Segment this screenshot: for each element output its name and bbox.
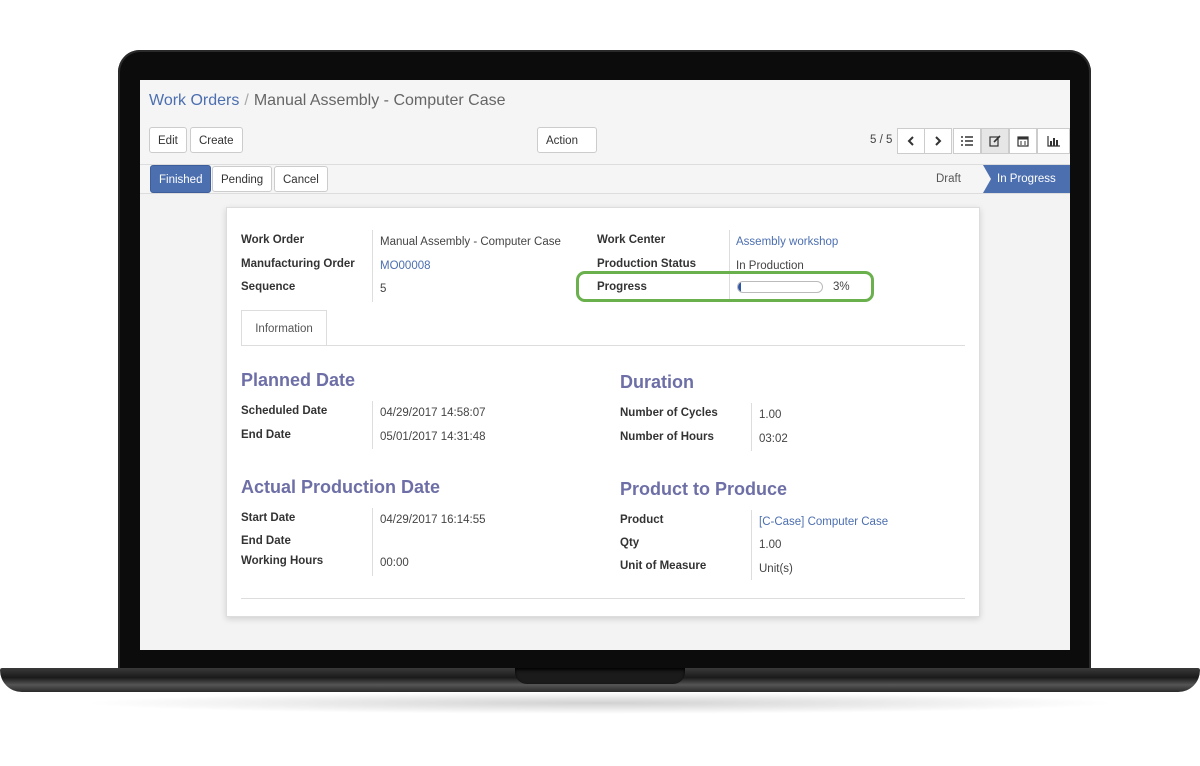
qty-label: Qty <box>620 537 640 549</box>
work-center-link[interactable]: Assembly workshop <box>736 236 839 248</box>
field-divider <box>751 510 752 580</box>
breadcrumb-current: Manual Assembly - Computer Case <box>253 92 506 109</box>
actual-end-date-label: End Date <box>241 535 291 547</box>
app-screen: Work Orders / Manual Assembly - Computer C… <box>140 80 1070 650</box>
laptop-notch <box>515 668 685 684</box>
product-link[interactable]: [C-Case] Computer Case <box>759 516 889 528</box>
form-view-button[interactable] <box>981 128 1009 154</box>
qty-value: 1.00 <box>759 539 782 551</box>
work-order-value: Manual Assembly - Computer Case <box>380 236 561 248</box>
list-icon <box>961 136 973 146</box>
chevron-right-icon <box>935 136 942 146</box>
graph-view-button[interactable] <box>1037 128 1070 154</box>
unit-of-measure-label: Unit of Measure <box>620 560 707 572</box>
breadcrumb: Work Orders / Manual Assembly - Computer C… <box>149 92 506 110</box>
planned-end-date-value: 05/01/2017 14:31:48 <box>380 431 486 443</box>
field-divider <box>372 401 373 449</box>
cycles-label: Number of Cycles <box>620 407 718 419</box>
chevron-left-icon <box>907 136 914 146</box>
progress-bar-fill <box>738 282 741 292</box>
progress-label: Progress <box>597 281 647 293</box>
product-to-produce-title: Product to Produce <box>620 479 788 499</box>
edit-form-icon <box>989 135 1001 147</box>
list-view-button[interactable] <box>953 128 981 154</box>
stage-in-progress[interactable]: In Progress <box>983 165 1070 193</box>
field-divider <box>372 230 373 302</box>
start-date-label: Start Date <box>241 512 296 524</box>
working-hours-value: 00:00 <box>380 557 409 569</box>
form-sheet: Work Order Manufacturing Order Sequence … <box>226 207 980 617</box>
pager-previous-button[interactable] <box>897 128 925 154</box>
stage-draft[interactable]: Draft <box>936 173 961 185</box>
unit-of-measure-value: Unit(s) <box>759 563 793 575</box>
duration-title: Duration <box>620 372 694 392</box>
production-status-label: Production Status <box>597 258 697 270</box>
section-divider <box>241 598 965 599</box>
production-status-value: In Production <box>736 260 804 272</box>
pending-button[interactable]: Pending <box>212 166 273 192</box>
action-dropdown[interactable]: Action ▼ <box>537 127 597 172</box>
cancel-button[interactable]: Cancel <box>274 166 328 192</box>
tab-divider <box>241 345 965 346</box>
statusbar: Finished Pending Cancel Draft In Progres… <box>140 164 1070 194</box>
manufacturing-order-label: Manufacturing Order <box>241 258 355 270</box>
field-divider <box>751 403 752 451</box>
field-divider <box>372 508 373 576</box>
sequence-label: Sequence <box>241 281 296 293</box>
work-center-label: Work Center <box>597 234 666 246</box>
bar-chart-icon <box>1047 135 1060 147</box>
progress-bar <box>737 281 823 293</box>
progress-highlight-box <box>576 271 874 302</box>
breadcrumb-work-orders-link[interactable]: Work Orders <box>149 92 240 109</box>
planned-date-title: Planned Date <box>241 370 356 390</box>
pager-counter: 5 / 5 <box>870 134 893 146</box>
scheduled-date-label: Scheduled Date <box>241 405 328 417</box>
hours-value: 03:02 <box>759 433 788 445</box>
cycles-value: 1.00 <box>759 409 782 421</box>
calendar-view-button[interactable] <box>1009 128 1037 154</box>
working-hours-label: Working Hours <box>241 555 324 567</box>
laptop-shadow <box>80 692 1120 714</box>
scheduled-date-value: 04/29/2017 14:58:07 <box>380 407 486 419</box>
actual-production-title: Actual Production Date <box>241 477 441 497</box>
start-date-value: 04/29/2017 16:14:55 <box>380 514 486 526</box>
work-order-label: Work Order <box>241 234 305 246</box>
sequence-value: 5 <box>380 283 387 295</box>
planned-end-date-label: End Date <box>241 429 291 441</box>
field-divider <box>729 230 730 302</box>
product-label: Product <box>620 514 664 526</box>
action-label: Action <box>546 135 578 147</box>
hours-label: Number of Hours <box>620 431 714 443</box>
edit-button[interactable]: Edit <box>149 127 187 153</box>
pager-next-button[interactable] <box>924 128 952 154</box>
create-button[interactable]: Create <box>190 127 243 153</box>
calendar-icon <box>1017 136 1029 147</box>
breadcrumb-separator: / <box>244 92 249 109</box>
tab-information[interactable]: Information <box>241 310 327 346</box>
finished-button[interactable]: Finished <box>150 165 212 193</box>
manufacturing-order-link[interactable]: MO00008 <box>380 260 431 272</box>
progress-percent: 3% <box>833 281 850 293</box>
